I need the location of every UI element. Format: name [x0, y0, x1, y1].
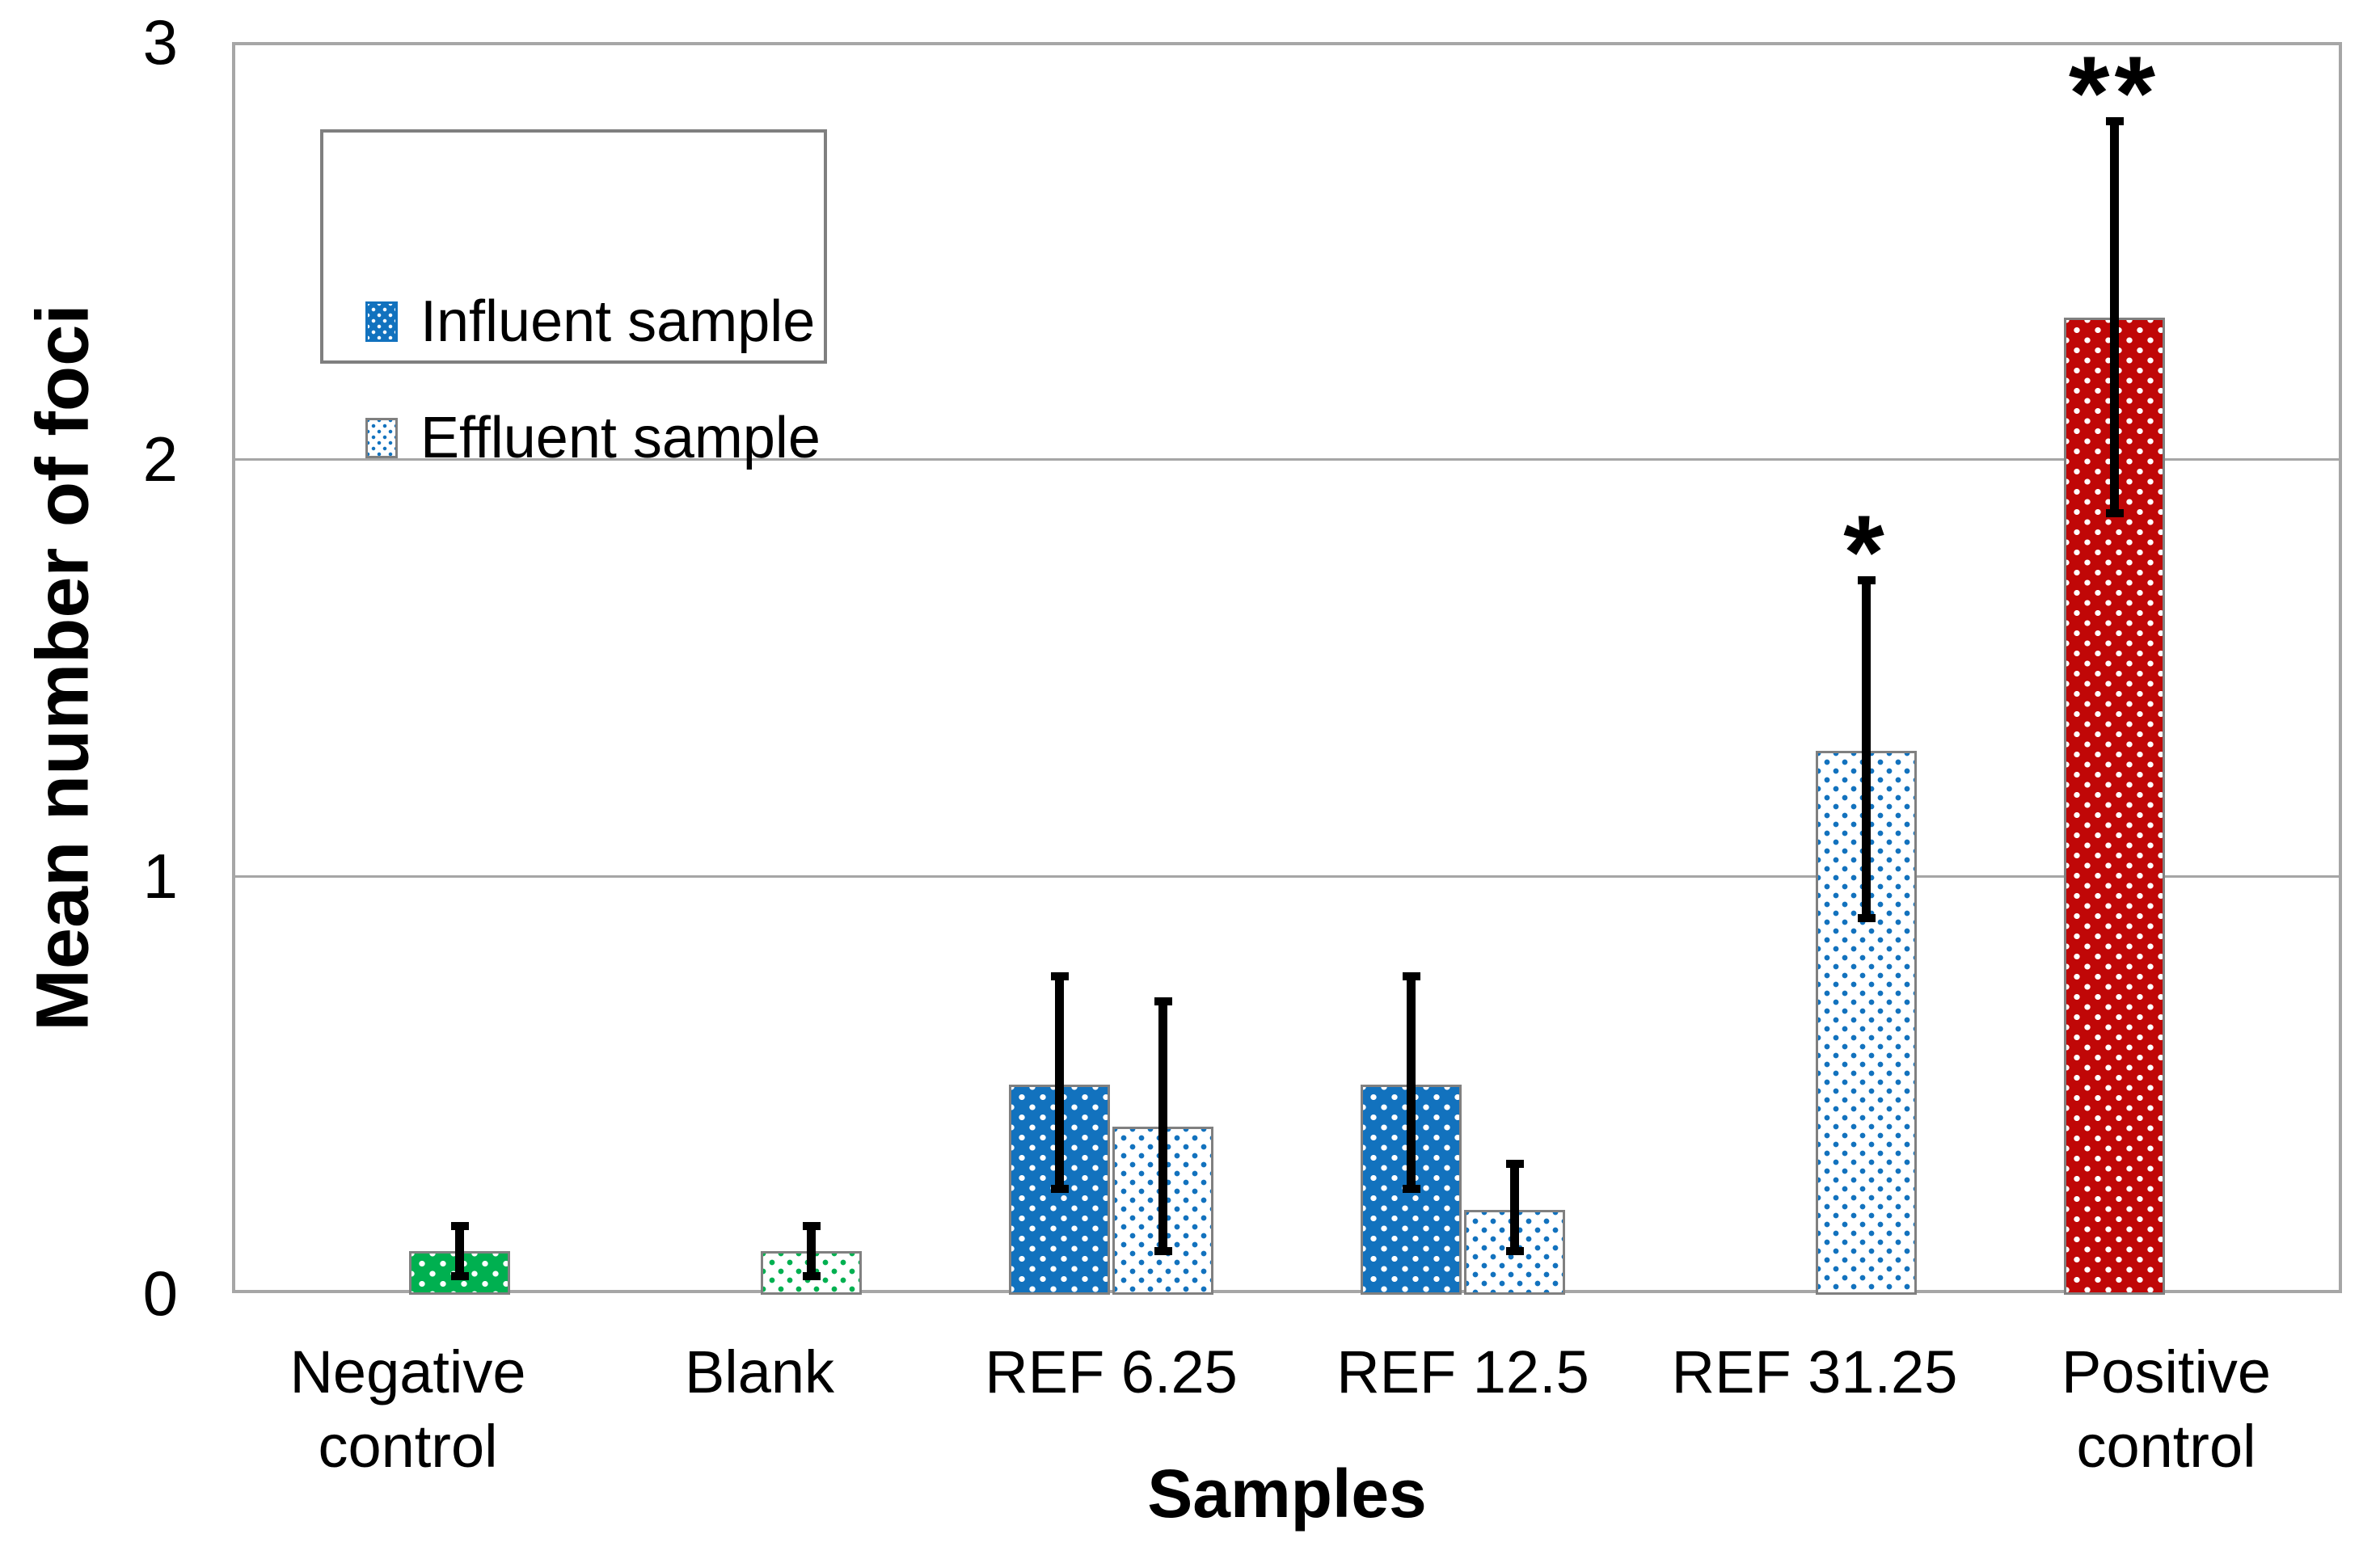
legend-label: Effluent sample	[420, 406, 821, 470]
error-bar-cap	[1857, 913, 1876, 922]
x-tick-label: REF 6.25	[985, 1338, 1238, 1405]
error-bar	[1510, 1164, 1519, 1252]
x-tick-label: Negative	[289, 1338, 526, 1405]
gridline	[232, 458, 2342, 461]
plot-area: * **	[232, 34, 2342, 1295]
error-bar-cap	[1050, 971, 1069, 980]
error-bar	[807, 1226, 816, 1277]
y-tick-label: 0	[142, 1258, 178, 1329]
effluent-sample-swatch-icon	[365, 418, 398, 458]
y-tick-label: 3	[142, 6, 178, 78]
error-bar-cap	[802, 1272, 821, 1281]
significance-annotation: **	[2068, 34, 2161, 153]
legend-item-effluent: Effluent sample	[365, 399, 821, 477]
error-bar-cap	[1505, 1160, 1524, 1169]
x-tick-label: control	[318, 1413, 498, 1480]
x-tick-label: Blank	[684, 1338, 835, 1405]
y-tick-label: 2	[142, 424, 178, 495]
error-bar	[1407, 976, 1416, 1189]
y-axis-title: Mean number of foci	[21, 304, 104, 1031]
x-axis-title: Samples	[1147, 1456, 1427, 1532]
error-bar-cap	[450, 1272, 469, 1281]
legend: Influent sample Effluent sample	[320, 129, 827, 467]
error-bar	[1158, 1001, 1167, 1252]
plot-border	[232, 42, 2342, 1293]
legend-item-influent: Influent sample	[365, 283, 815, 360]
error-bar-cap	[2105, 509, 2124, 518]
error-bar-cap	[450, 1222, 469, 1231]
x-tick-label: control	[2076, 1413, 2256, 1480]
y-tick-label: 1	[142, 841, 178, 912]
error-bar-cap	[1402, 971, 1420, 980]
legend-label: Influent sample	[420, 289, 816, 354]
x-tick-label: REF 31.25	[1671, 1338, 1958, 1405]
error-bar-cap	[1154, 1247, 1172, 1256]
error-bar	[1862, 579, 1871, 918]
error-bar	[455, 1226, 464, 1277]
error-bar-cap	[1505, 1247, 1524, 1256]
error-bar-cap	[1154, 997, 1172, 1005]
error-bar-cap	[2105, 117, 2124, 126]
x-tick-label: REF 12.5	[1336, 1338, 1589, 1405]
error-bar	[2110, 121, 2119, 514]
influent-sample-swatch-icon	[365, 301, 398, 342]
error-bar	[1055, 976, 1064, 1189]
error-bar-cap	[1857, 575, 1876, 584]
x-tick-label: Positive	[2061, 1338, 2272, 1405]
error-bar-cap	[1050, 1185, 1069, 1193]
gridline	[232, 875, 2342, 878]
error-bar-cap	[1402, 1185, 1420, 1193]
significance-annotation: *	[1843, 492, 1889, 611]
error-bar-cap	[802, 1222, 821, 1231]
bar	[2064, 317, 2165, 1295]
